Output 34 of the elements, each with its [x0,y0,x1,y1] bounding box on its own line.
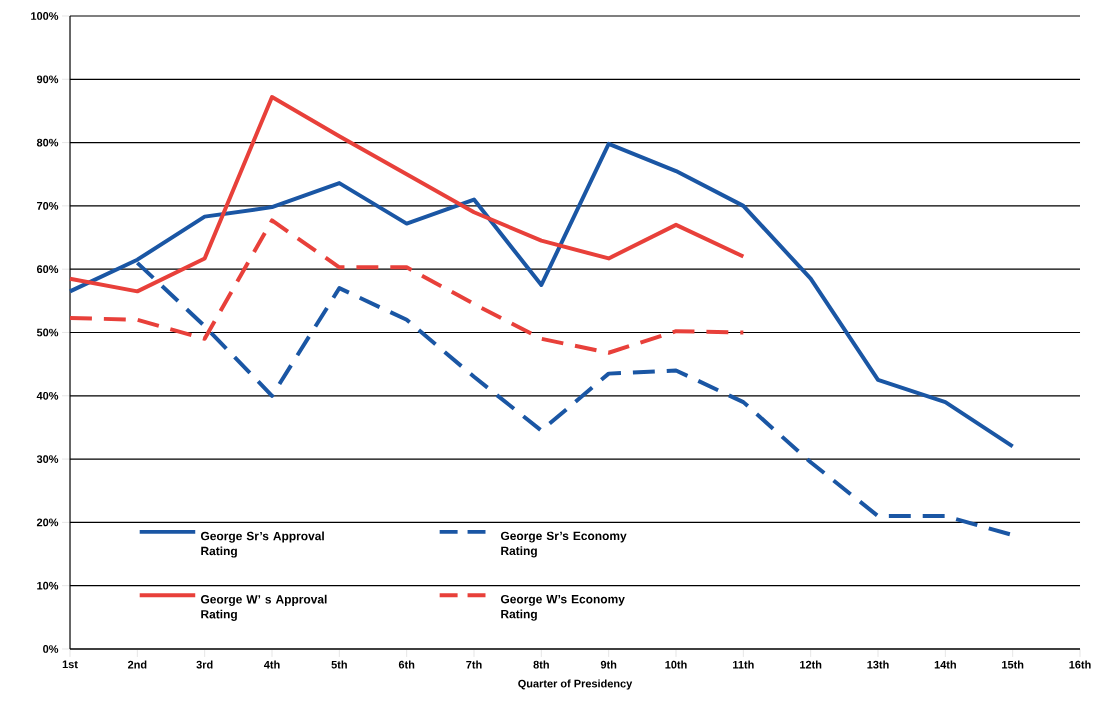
x-tick-label: 16th [1069,660,1091,669]
legend-label: George Sr’s Economy Rating [500,531,627,558]
x-tick-label: 10th [665,660,687,669]
y-tick-label: 30% [36,455,59,463]
x-tick-label: 1st [62,660,78,669]
x-tick-label: 7th [466,660,482,669]
x-axis-title: Quarter of Presidency [518,679,633,690]
x-tick-label: 9th [600,660,617,669]
line-series [68,218,746,355]
y-tick-label: 40% [36,391,59,400]
line-series [68,95,746,294]
x-tick-label: 8th [533,660,549,669]
y-tick-label: 90% [36,75,59,84]
y-tick-label: 50% [36,328,59,337]
y-tick-label: 0% [43,645,59,653]
y-tick-label: 100% [31,12,59,20]
y-tick-label: 20% [36,518,59,527]
x-tick-label: 15th [1002,660,1024,669]
legend-label: George W’s Economy Rating [500,594,625,621]
x-tick-label: 3rd [196,660,213,669]
y-tick-label: 10% [37,581,59,590]
x-tick-label: 4th [263,660,280,669]
legend-label: George Sr’s Approval Rating [200,531,324,558]
x-tick-label: 5th [331,660,347,669]
x-tick-label: 11th [733,660,754,669]
x-tick-label: 6th [398,660,415,669]
y-tick-label: 80% [36,138,59,147]
y-tick-label: 60% [36,265,59,274]
x-tick-label: 2nd [127,660,147,669]
legend-label: George W’ s Approval Rating [200,594,327,621]
x-tick-label: 12th [800,660,822,669]
x-tick-label: 13th [867,660,889,669]
x-tick-label: 14th [934,660,956,669]
y-tick-label: 70% [37,202,59,210]
